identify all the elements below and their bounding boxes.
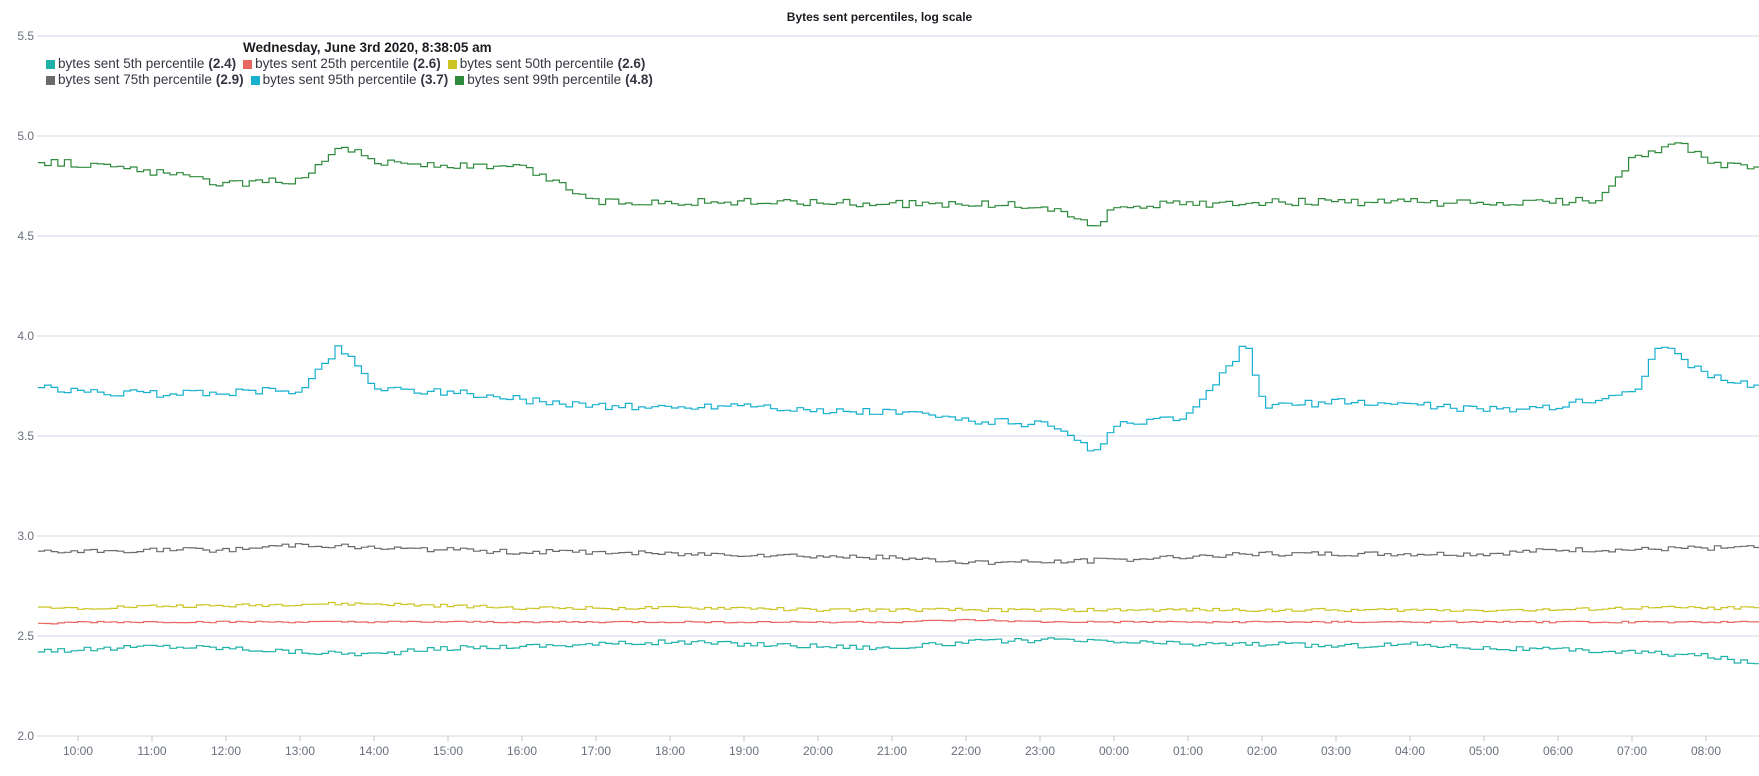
legend-label-p95: bytes sent 95th percentile bbox=[262, 72, 417, 87]
legend-swatch-p75 bbox=[46, 75, 55, 85]
x-tick-label: 10:00 bbox=[63, 744, 93, 758]
legend-swatch-p95 bbox=[250, 75, 260, 85]
y-tick-label: 3.5 bbox=[17, 429, 34, 443]
legend-row-1: bytes sent 5th percentile (2.4) bytes se… bbox=[46, 56, 660, 72]
legend-label-p5: bytes sent 5th percentile bbox=[58, 56, 205, 71]
x-tick-label: 20:00 bbox=[803, 744, 833, 758]
x-tick-label: 15:00 bbox=[433, 744, 463, 758]
x-tick-label: 05:00 bbox=[1469, 744, 1499, 758]
x-tick-label: 17:00 bbox=[581, 744, 611, 758]
legend-item-p5[interactable]: bytes sent 5th percentile (2.4) bbox=[46, 56, 236, 72]
x-tick-label: 02:00 bbox=[1247, 744, 1277, 758]
legend-item-p75[interactable]: bytes sent 75th percentile (2.9) bbox=[46, 72, 244, 88]
gridlines bbox=[37, 35, 1759, 737]
x-tick-label: 06:00 bbox=[1543, 744, 1573, 758]
y-axis: 2.0 2.5 3.0 3.5 4.0 4.5 5.0 5.5 bbox=[17, 29, 34, 743]
legend-item-p95[interactable]: bytes sent 95th percentile (3.7) bbox=[250, 72, 449, 88]
x-tick-label: 08:00 bbox=[1691, 744, 1721, 758]
x-tick-label: 18:00 bbox=[655, 744, 685, 758]
x-tick-label: 03:00 bbox=[1321, 744, 1351, 758]
legend-swatch-p50 bbox=[447, 59, 457, 69]
series-line-4 bbox=[38, 345, 1759, 452]
legend-swatch-p5 bbox=[46, 59, 55, 69]
legend-swatch-p25 bbox=[243, 59, 253, 69]
x-tick-label: 12:00 bbox=[211, 744, 241, 758]
x-axis: 10:00 11:00 12:00 13:00 14:00 15:00 16:00 17:00… bbox=[63, 736, 1721, 758]
chart-title: Bytes sent percentiles, log scale bbox=[786, 10, 973, 24]
y-tick-label: 2.0 bbox=[17, 729, 34, 743]
x-tick-label: 04:00 bbox=[1395, 744, 1425, 758]
legend-swatch-p99 bbox=[455, 75, 465, 85]
legend-label-p99: bytes sent 99th percentile bbox=[467, 72, 622, 87]
series-lines bbox=[38, 142, 1759, 665]
legend-value-p5: (2.4) bbox=[208, 56, 237, 71]
x-tick-label: 11:00 bbox=[137, 744, 166, 758]
series-line-3 bbox=[38, 543, 1759, 565]
legend: Wednesday, June 3rd 2020, 8:38:05 am byt… bbox=[46, 40, 660, 88]
legend-label-p50: bytes sent 50th percentile bbox=[459, 56, 614, 71]
x-tick-label: 07:00 bbox=[1617, 744, 1647, 758]
y-tick-label: 5.0 bbox=[17, 129, 34, 143]
y-tick-label: 4.0 bbox=[17, 329, 34, 343]
x-tick-label: 22:00 bbox=[951, 744, 981, 758]
x-tick-label: 14:00 bbox=[359, 744, 389, 758]
x-tick-label: 01:00 bbox=[1173, 744, 1203, 758]
x-tick-label: 19:00 bbox=[729, 744, 759, 758]
tooltip-header: Wednesday, June 3rd 2020, 8:38:05 am bbox=[243, 40, 492, 55]
y-tick-label: 2.5 bbox=[17, 629, 34, 643]
series-line-1 bbox=[38, 618, 1759, 625]
x-tick-label: 16:00 bbox=[507, 744, 537, 758]
x-tick-label: 23:00 bbox=[1025, 744, 1055, 758]
legend-value-p75: (2.9) bbox=[215, 72, 244, 87]
legend-label-p25: bytes sent 25th percentile bbox=[255, 56, 409, 71]
y-tick-label: 3.0 bbox=[17, 529, 34, 543]
y-tick-label: 4.5 bbox=[17, 229, 34, 243]
legend-value-p95: (3.7) bbox=[420, 72, 449, 87]
legend-item-p25[interactable]: bytes sent 25th percentile (2.6) bbox=[243, 56, 441, 72]
legend-row-2: bytes sent 75th percentile (2.9) bytes s… bbox=[46, 72, 660, 88]
legend-item-p50[interactable]: bytes sent 50th percentile (2.6) bbox=[447, 56, 646, 72]
x-tick-label: 00:00 bbox=[1099, 744, 1129, 758]
x-tick-label: 13:00 bbox=[285, 744, 315, 758]
legend-value-p25: (2.6) bbox=[412, 56, 441, 71]
x-tick-label: 21:00 bbox=[877, 744, 907, 758]
legend-item-p99[interactable]: bytes sent 99th percentile (4.8) bbox=[455, 72, 653, 88]
series-line-0 bbox=[38, 637, 1759, 665]
legend-value-p50: (2.6) bbox=[617, 56, 646, 71]
series-line-2 bbox=[38, 601, 1759, 613]
legend-value-p99: (4.8) bbox=[625, 72, 653, 87]
series-line-5 bbox=[38, 142, 1759, 227]
y-tick-label: 5.5 bbox=[17, 29, 34, 43]
legend-label-p75: bytes sent 75th percentile bbox=[58, 72, 212, 87]
